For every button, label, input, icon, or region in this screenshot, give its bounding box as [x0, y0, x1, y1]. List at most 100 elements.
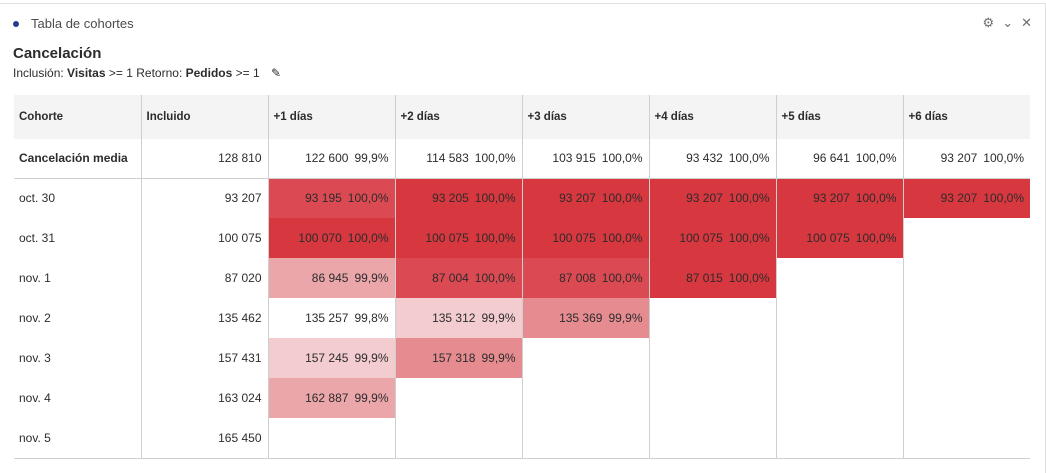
cohort-cell[interactable]: 93 207 100,0% [902, 178, 1030, 218]
cell-value: 157 245 [305, 351, 349, 365]
cohort-cell[interactable]: 100 075 100,0% [648, 218, 776, 258]
cell-percent: 99,9% [481, 311, 516, 325]
cohort-cell[interactable]: 86 945 99,9% [267, 258, 395, 298]
cell-percent: 100,0% [983, 191, 1024, 206]
empty-cell [521, 338, 649, 378]
row-label: nov. 3 [19, 351, 51, 365]
panel-controls: ⚙ ⌄ ✕ [983, 15, 1032, 31]
cell-percent: 100,0% [601, 271, 643, 285]
cell-percent: 100,0% [855, 231, 897, 245]
close-icon[interactable]: ✕ [1021, 15, 1032, 30]
cell-percent: 99,9% [608, 311, 643, 325]
empty-cell [775, 418, 903, 459]
cell-value: 87 004 [432, 271, 469, 285]
cell-value: 100 075 [552, 231, 596, 245]
report-title: Cancelación [13, 45, 102, 62]
included-value: 157 431 [140, 338, 268, 378]
cohort-cell[interactable]: 100 070 100,0% [267, 218, 395, 258]
cell-percent: 100,0% [855, 191, 897, 206]
column-header: +1 días [267, 95, 395, 139]
cell-value: 135 257 [305, 311, 349, 325]
cell-percent: 100,0% [601, 191, 643, 206]
empty-cell [775, 298, 903, 338]
cohort-cell[interactable]: 162 887 99,9% [267, 378, 395, 418]
row-label: nov. 1 [19, 271, 51, 285]
included-value: 93 207 [140, 178, 268, 218]
row-label: Cancelación media [14, 139, 141, 179]
cohort-cell[interactable]: 135 312 99,9% [394, 298, 522, 338]
return-condition: >= 1 [235, 66, 260, 80]
cell-value: 103 915 [552, 151, 596, 166]
empty-cell [648, 298, 776, 338]
cell-value: 100 075 [806, 231, 850, 245]
column-header: +4 días [648, 95, 776, 139]
cell-percent: 99,9% [354, 351, 389, 365]
column-header: +3 días [521, 95, 649, 139]
row-label: nov. 4 [19, 391, 51, 405]
cohort-cell[interactable]: 93 195 100,0% [267, 178, 395, 218]
cohort-cell[interactable]: 100 075 100,0% [521, 218, 649, 258]
cohort-table: Cohorte Incluido +1 días +2 días +3 días +4 d… [14, 95, 1030, 459]
cohort-cell[interactable]: 100 075 100,0% [775, 218, 903, 258]
cohort-cell[interactable]: 87 004 100,0% [394, 258, 522, 298]
cell-value: 100 070 [298, 231, 342, 245]
cohort-cell[interactable]: 135 257 99,8% [267, 298, 395, 338]
cohort-cell[interactable]: 135 369 99,9% [521, 298, 649, 338]
panel-dot-icon [13, 20, 19, 27]
cell-value: 100 075 [679, 231, 723, 245]
table-row: oct. 31 100 075 100 070 100,0% 100 075 100,0%… [14, 218, 1030, 258]
cell-percent: 100,0% [728, 231, 770, 245]
cohort-cell[interactable]: 122 600 99,9% [267, 139, 395, 179]
empty-cell [902, 378, 1030, 418]
cohort-cell[interactable]: 93 207 100,0% [902, 139, 1030, 179]
cell-percent: 100,0% [474, 151, 516, 166]
cohort-cell[interactable]: 96 641 100,0% [775, 139, 903, 179]
cell-percent: 100,0% [601, 151, 643, 166]
cell-percent: 100,0% [983, 151, 1024, 166]
table-row: oct. 30 93 207 93 195 100,0% 93 205 100,0% 93 … [14, 178, 1030, 218]
empty-cell [648, 418, 776, 459]
table-row: nov. 4 163 024 162 887 99,9% [14, 378, 1030, 418]
header-row: Cohorte Incluido +1 días +2 días +3 días +4 d… [14, 95, 1030, 139]
cohort-cell[interactable]: 103 915 100,0% [521, 139, 649, 179]
cell-percent: 100,0% [347, 191, 389, 206]
column-header: Cohorte [14, 95, 141, 139]
cell-percent: 100,0% [474, 271, 516, 285]
cell-value: 93 207 [559, 191, 596, 206]
table-row: nov. 2 135 462 135 257 99,8% 135 312 99,9% 135… [14, 298, 1030, 338]
empty-cell [902, 418, 1030, 459]
edit-pencil-icon[interactable]: ✎ [271, 66, 282, 80]
cohort-cell[interactable]: 93 207 100,0% [648, 178, 776, 218]
cohort-cell[interactable]: 93 207 100,0% [775, 178, 903, 218]
cohort-cell[interactable]: 87 015 100,0% [648, 258, 776, 298]
empty-cell [775, 378, 903, 418]
inclusion-condition: >= 1 [108, 66, 133, 80]
chevron-down-icon[interactable]: ⌄ [1002, 15, 1014, 30]
cohort-cell[interactable]: 87 008 100,0% [521, 258, 649, 298]
cell-percent: 99,9% [354, 151, 389, 166]
cell-value: 162 887 [305, 391, 349, 405]
included-value: 100 075 [140, 218, 268, 258]
cell-value: 157 318 [432, 351, 476, 365]
gear-icon[interactable]: ⚙ [982, 15, 995, 30]
panel-header: Tabla de cohortes [13, 16, 134, 31]
cell-percent: 100,0% [601, 231, 643, 245]
inclusion-metric: Visitas [67, 66, 106, 80]
included-value: 163 024 [140, 378, 268, 418]
cell-value: 93 207 [940, 151, 978, 166]
cohort-cell[interactable]: 100 075 100,0% [394, 218, 522, 258]
included-value: 135 462 [140, 298, 268, 338]
cell-value: 100 075 [425, 231, 469, 245]
cohort-cell[interactable]: 93 205 100,0% [394, 178, 522, 218]
cohort-cell[interactable]: 93 207 100,0% [521, 178, 649, 218]
cohort-cell[interactable]: 157 245 99,9% [267, 338, 395, 378]
panel-title: Tabla de cohortes [31, 16, 134, 31]
cohort-cell[interactable]: 157 318 99,9% [394, 338, 522, 378]
empty-cell [521, 378, 649, 418]
row-label: oct. 30 [19, 191, 56, 206]
cohort-cell[interactable]: 93 432 100,0% [648, 139, 776, 179]
cell-value: 93 207 [813, 191, 850, 206]
cohort-cell[interactable]: 114 583 100,0% [394, 139, 522, 179]
column-header: Incluido [140, 95, 268, 139]
included-value: 87 020 [140, 258, 268, 298]
